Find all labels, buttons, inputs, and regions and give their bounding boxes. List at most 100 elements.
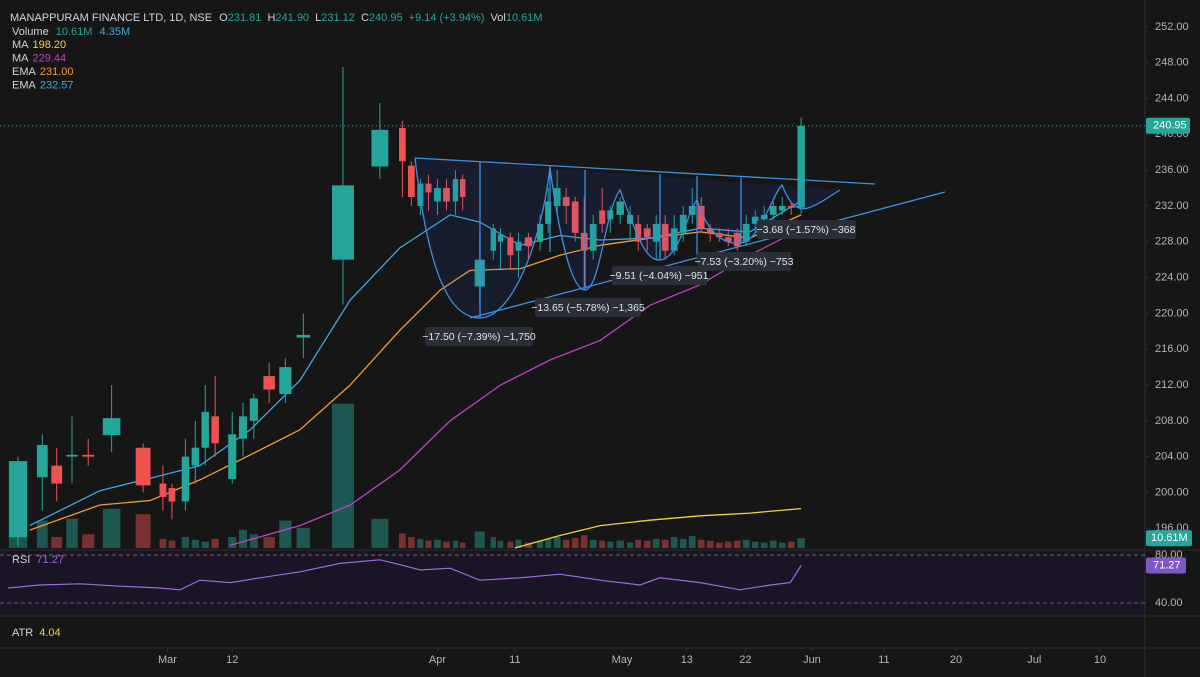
- volume-bar: [201, 541, 209, 548]
- volume-bar: [66, 518, 78, 548]
- volume-bar: [181, 537, 190, 548]
- legend-name: MA: [12, 52, 29, 64]
- candle-body: [724, 237, 732, 242]
- indicator-line: [514, 507, 802, 549]
- measure-label: −9.51 (−4.04%) −951: [610, 270, 709, 282]
- volume-bar: [135, 514, 151, 548]
- y-tick-label: 252.00: [1155, 21, 1189, 33]
- x-tick-label: Jun: [803, 654, 821, 666]
- candle-body: [425, 183, 432, 193]
- candle-body: [589, 223, 597, 251]
- volume-bar: [398, 533, 406, 548]
- symbol-title: MANAPPURAM FINANCE LTD, 1D, NSE: [10, 12, 212, 24]
- measure-box: [535, 298, 641, 317]
- legend-value: 231.00: [40, 66, 74, 78]
- candle-body: [228, 434, 237, 480]
- measure-label: −3.68 (−1.57%) −368: [757, 224, 856, 236]
- ohlc-label: H: [267, 12, 275, 24]
- volume-bar: [580, 535, 588, 548]
- y-tick-label: 200.00: [1155, 486, 1189, 498]
- volume-bar: [679, 538, 687, 548]
- volume-bar: [706, 540, 714, 548]
- legend-name: Volume: [12, 26, 49, 38]
- volume-bar: [474, 531, 485, 548]
- ohlc-value: 231.81: [228, 12, 262, 24]
- volume-bar: [778, 542, 786, 548]
- candle-body: [742, 223, 750, 242]
- candle-body: [51, 465, 63, 484]
- legend-name: ATR: [12, 627, 33, 639]
- x-tick-label: 12: [226, 654, 238, 666]
- vol-value: 10.61M: [506, 12, 543, 24]
- x-tick-label: 11: [878, 654, 889, 666]
- volume-bar: [263, 537, 275, 548]
- volume-bar: [697, 539, 705, 548]
- volume-bar: [434, 539, 441, 548]
- volume-bar: [249, 534, 258, 548]
- candle-body: [537, 223, 544, 242]
- volume-bar: [459, 542, 466, 548]
- indicator-legend-row: MA 198.20: [12, 39, 66, 51]
- volume-legend: Volume 10.61M 4.35M: [12, 26, 130, 38]
- y-tick-label: 220.00: [1155, 307, 1189, 319]
- volume-bar: [443, 541, 450, 548]
- volume-bar: [417, 538, 424, 548]
- candle-body: [263, 376, 275, 390]
- volume-bar: [537, 540, 544, 548]
- volume-bar: [296, 527, 311, 548]
- ohlc-value: 231.12: [321, 12, 355, 24]
- volume-bar: [715, 542, 723, 548]
- volume-bar: [616, 540, 624, 548]
- candle-body: [249, 398, 258, 421]
- volume-bar: [168, 540, 176, 548]
- y-tick-label: 208.00: [1155, 415, 1189, 427]
- rsi-pane: [0, 551, 1145, 615]
- x-tick-label: 13: [681, 654, 693, 666]
- candle-body: [553, 188, 561, 206]
- measure-label: −17.50 (−7.39%) −1,750: [422, 331, 536, 343]
- y-tick-label: 224.00: [1155, 271, 1189, 283]
- candle-body: [778, 205, 786, 211]
- volume-bar: [635, 539, 642, 548]
- price-tag: [1146, 117, 1190, 134]
- ohlc-label: L: [315, 12, 321, 24]
- volume-bar: [688, 536, 696, 548]
- indicator-legend-row: EMA 231.00: [12, 66, 74, 78]
- volume-bar: [497, 540, 504, 548]
- volume-bar: [507, 541, 514, 548]
- volume-bar: [733, 540, 741, 548]
- ohlc-label: O: [219, 12, 228, 24]
- x-tick-label: 11: [509, 654, 520, 666]
- y-tick-label: 212.00: [1155, 379, 1189, 391]
- candle-body: [715, 232, 723, 238]
- volume-bar: [36, 520, 48, 548]
- x-tick-label: Jul: [1027, 654, 1041, 666]
- measure-box: [697, 252, 791, 271]
- atr-legend: ATR 4.04: [12, 627, 61, 639]
- volume-bar: [228, 537, 237, 548]
- volume-bar: [331, 403, 354, 548]
- candle-body: [652, 223, 660, 242]
- candle-body: [181, 456, 190, 502]
- candle-body: [36, 445, 48, 478]
- volume-bar: [452, 540, 459, 548]
- volume-bar: [760, 542, 768, 548]
- candle-body: [562, 196, 570, 206]
- y-tick-label: 236.00: [1155, 164, 1189, 176]
- measure-box: [612, 266, 707, 285]
- candle-body: [571, 201, 579, 233]
- volume-bar: [82, 534, 95, 548]
- volume-bar: [607, 541, 614, 548]
- x-tick-label: Mar: [158, 654, 177, 666]
- candle-body: [8, 461, 28, 538]
- candle-body: [733, 232, 741, 247]
- x-tick-label: Apr: [429, 654, 446, 666]
- volume-bar: [797, 538, 805, 548]
- y-tick-label: 244.00: [1155, 92, 1189, 104]
- legend-value: 229.44: [33, 52, 67, 64]
- legend-name: EMA: [12, 66, 37, 78]
- indicator-legend-row: MA 229.44: [12, 52, 66, 64]
- measure-label: −13.65 (−5.78%) −1,365: [531, 302, 645, 314]
